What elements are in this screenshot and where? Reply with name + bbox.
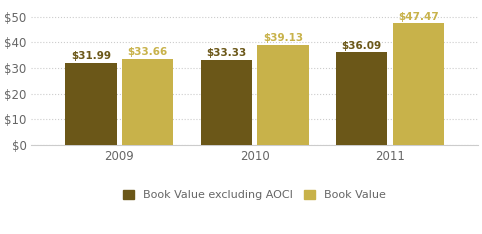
Bar: [201, 59, 252, 145]
Text: $31.99: $31.99: [71, 51, 111, 61]
Bar: [257, 45, 309, 145]
Text: $39.13: $39.13: [263, 33, 303, 43]
Bar: [393, 23, 444, 145]
Bar: [336, 52, 387, 145]
Text: $33.33: $33.33: [206, 48, 246, 58]
Bar: [65, 63, 117, 145]
Legend: Book Value excluding AOCI, Book Value: Book Value excluding AOCI, Book Value: [123, 190, 386, 200]
Text: $47.47: $47.47: [398, 12, 439, 22]
Text: $36.09: $36.09: [341, 41, 382, 51]
Text: $33.66: $33.66: [128, 47, 168, 57]
Bar: [122, 59, 174, 145]
